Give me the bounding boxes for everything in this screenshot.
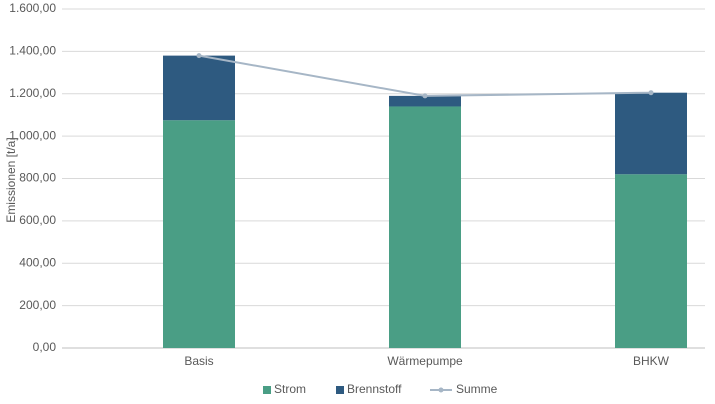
legend-swatch [263,386,271,394]
y-tick-label: 200,00 [19,298,56,312]
sum-line [198,54,652,97]
bar-segment [163,55,235,121]
legend-label: Summe [456,382,498,396]
bar-segment [615,92,687,175]
y-tick-label: 600,00 [19,213,56,227]
y-tick-label: 1.400,00 [9,44,56,58]
y-tick-label: 1.200,00 [9,86,56,100]
legend-swatch [336,386,344,394]
sum-marker [648,90,654,96]
sum-marker [196,53,202,59]
legend-label: Strom [274,382,306,396]
y-axis-label: Emissionen [t/a] [4,137,18,222]
y-tick-label: 0,00 [33,340,57,354]
bar-segment [615,174,687,348]
x-tick-label: Basis [184,354,213,368]
x-tick-label: BHKW [633,354,670,368]
y-tick-label: 400,00 [19,255,56,269]
y-tick-label: 1.000,00 [9,128,56,142]
legend-marker [438,387,444,393]
x-tick-label: Wärmepumpe [387,354,463,368]
bar-segment [163,120,235,348]
sum-marker [422,93,428,99]
y-tick-label: 800,00 [19,171,56,185]
y-tick-label: 1.600,00 [9,1,56,15]
bar-segment [389,106,461,349]
bar-segment [389,95,461,107]
legend-label: Brennstoff [347,382,402,396]
